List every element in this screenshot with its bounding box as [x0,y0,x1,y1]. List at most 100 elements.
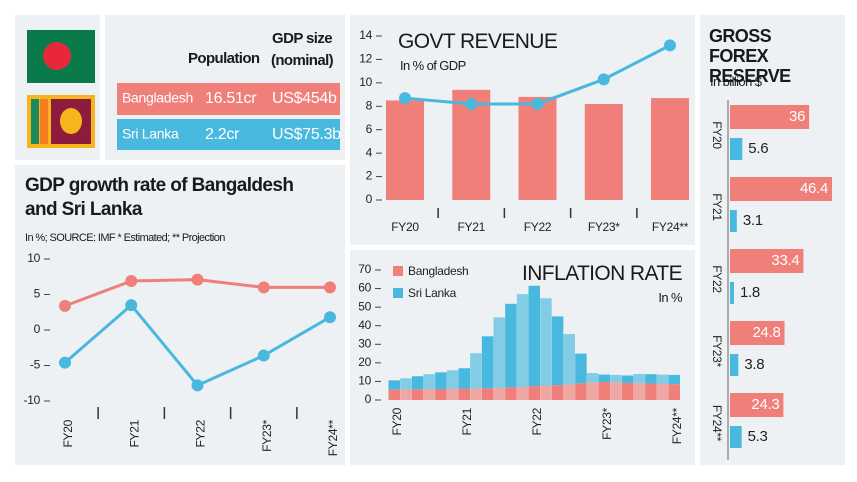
bar-segment [493,387,505,400]
bar [730,393,784,417]
table-cell: Sri Lanka [122,126,179,142]
point [597,73,610,86]
bar-segment [435,389,447,400]
bar [584,103,623,200]
bar-segment [575,353,587,384]
table-header: Population [188,50,260,67]
x-tick-label: FY20 [391,220,419,234]
value-label: 24.8 [753,324,781,341]
bar-segment [411,389,424,400]
chart-subtitle: In %; SOURCE: IMF * Estimated; ** Projec… [25,232,225,244]
bar-segment [621,375,634,383]
legend-swatch [393,266,403,276]
chart-subtitle: In billion $ [710,74,762,89]
bar-segment [423,374,435,390]
bar-segment [458,368,470,389]
value-label: 24.3 [751,396,779,413]
bar [730,321,785,345]
y-tick-label: 10 [358,374,371,388]
x-tick-label: FY23* [260,419,274,451]
bar-segment [516,294,529,387]
legend-swatch [393,288,403,298]
y-tick-label: 30 [358,336,371,350]
point [257,349,270,362]
bar-segment [668,384,680,400]
value-label: 36 [789,108,805,125]
y-tick-label: 70 [358,262,371,276]
point [191,273,204,286]
y-tick-label: 2 [366,169,373,183]
y-tick-label: 12 [359,52,372,66]
point [257,281,270,294]
bar-segment [610,382,622,400]
bar-segment [645,374,657,384]
bar-segment [528,285,540,387]
bar-segment [470,388,482,400]
bar-segment [610,374,622,383]
y-tick-label: 20 [358,355,371,369]
bar-segment [575,383,587,400]
point [125,299,138,312]
bar-segment [540,385,552,400]
y-tick-label: -5 [30,358,41,372]
value-label: 33.4 [771,252,799,269]
bar-segment [540,298,552,386]
legend-label: Bangladesh [408,264,468,278]
x-tick-label: FY23* [588,220,620,234]
bar [730,426,742,448]
point [125,275,138,288]
y-tick-label: 0 [34,322,41,336]
bar-segment [668,374,680,385]
point [191,379,204,392]
value-label: 3.1 [743,212,763,229]
point [59,356,71,369]
x-tick-label: FY21 [460,407,474,435]
bar-segment [458,388,470,400]
table-row-bg [117,119,340,150]
bar-segment [645,383,657,400]
gdp-panel [15,165,345,465]
table-cell: US$454b [272,90,337,107]
point [399,92,411,105]
y-tick-label: 40 [358,318,371,332]
bar-segment [621,382,634,400]
x-tick-label: FY22 [524,220,552,234]
bar-segment [633,383,645,400]
x-tick-label: FY23* [600,407,614,439]
bangladesh-flag [27,30,95,83]
chart-title: GROSS FOREX RESERVE [709,26,791,86]
bar-segment [493,317,505,388]
bar-segment [586,373,599,383]
category-label: FY21 [710,193,724,221]
bar-segment [446,388,459,400]
bar-segment [423,389,435,400]
table-cell: 2.2cr [205,126,240,143]
point [465,97,478,110]
bar-segment [586,382,599,400]
point [324,281,336,294]
y-tick-label: 14 [359,28,372,42]
x-tick-label: FY22 [530,407,544,435]
value-label: 5.6 [748,140,768,157]
bar-segment [400,389,412,400]
bar-segment [528,386,540,400]
y-tick-label: -10 [24,393,41,407]
value-label: 1.8 [740,284,760,301]
point [324,311,336,324]
point [664,39,676,52]
y-tick-label: 60 [358,281,371,295]
bar [730,105,810,129]
x-tick-label: FY22 [194,419,208,447]
table-header: GDP size (nominal) [270,30,334,69]
value-label: 46.4 [800,180,828,197]
y-tick-label: 10 [359,75,372,89]
bar [730,177,832,201]
bar [730,249,804,273]
y-tick-label: 10 [27,251,40,265]
chart-title: GDP growth rate of Bangaldesh and Sri La… [25,175,294,220]
bar [730,282,734,304]
forex-panel [700,15,845,465]
bar [651,98,689,200]
